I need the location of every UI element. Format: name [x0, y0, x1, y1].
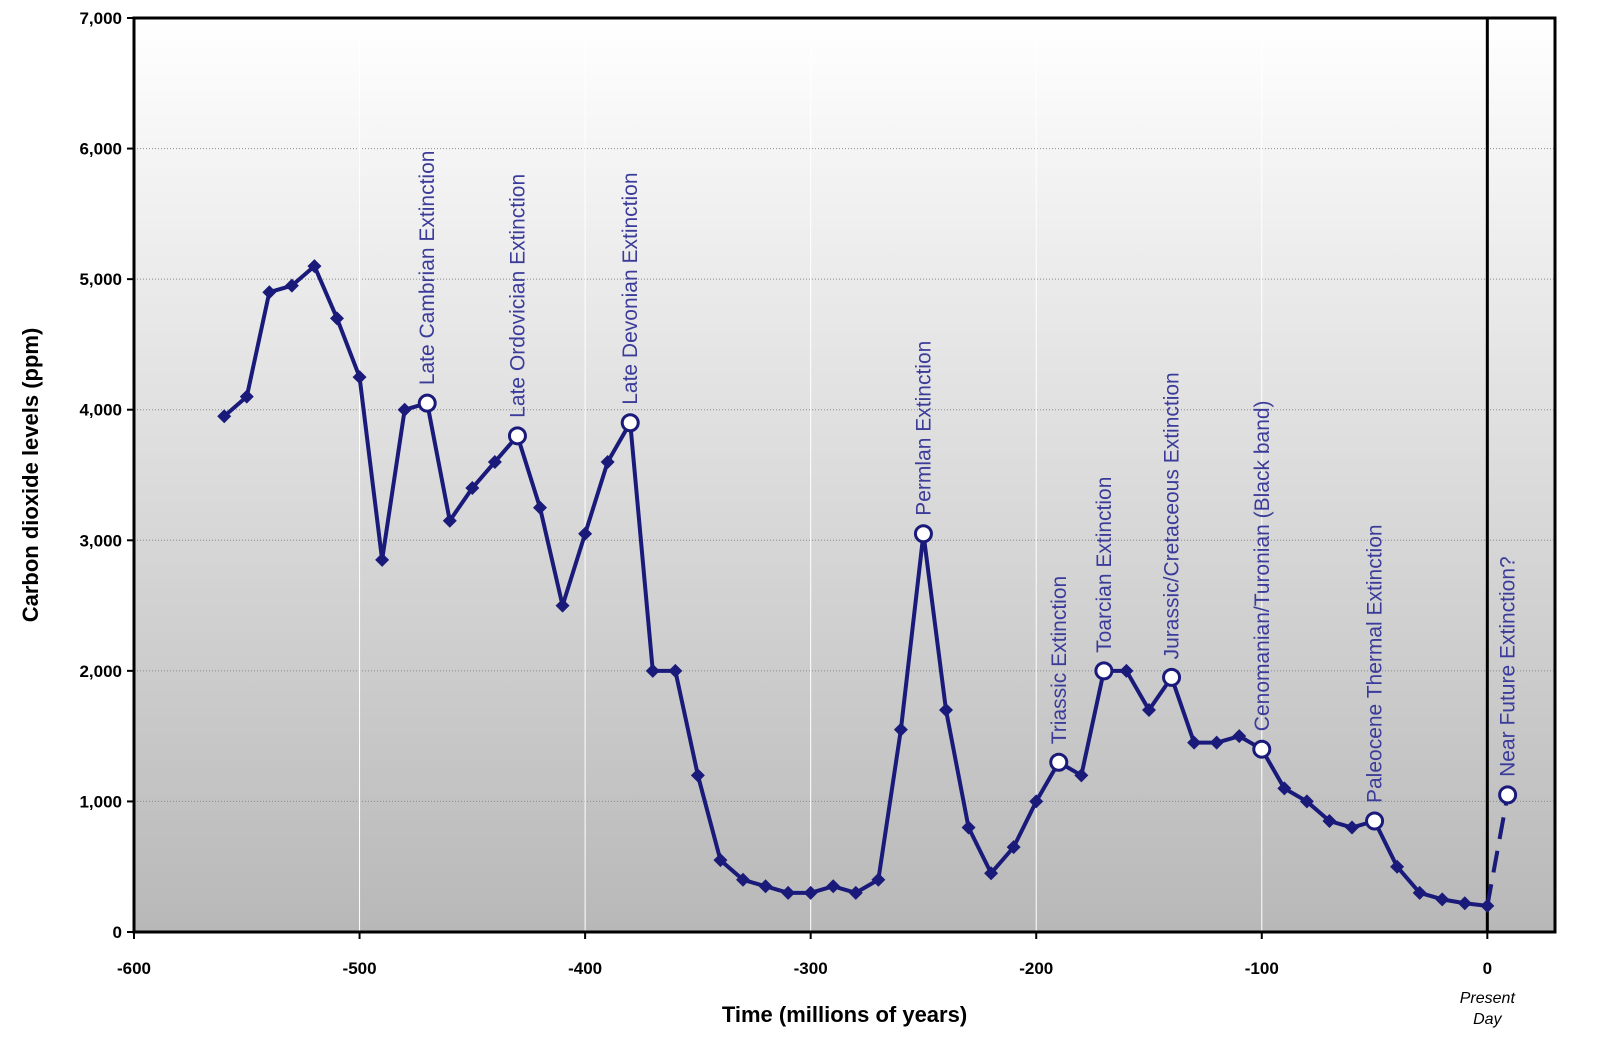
data-point: [826, 879, 841, 894]
event-marker: [507, 426, 527, 446]
event-label: Triassic Extinction: [1048, 576, 1071, 744]
y-tick-label: 7,000: [79, 9, 122, 28]
data-point: [239, 389, 254, 404]
data-point: [1277, 781, 1292, 796]
data-point: [1209, 735, 1224, 750]
y-axis-title: Carbon dioxide levels (ppm): [18, 328, 43, 623]
event-label: Jurassic/Cretaceous Extinction: [1161, 372, 1184, 659]
data-point: [487, 454, 502, 469]
data-point: [848, 885, 863, 900]
y-tick-label: 5,000: [79, 270, 122, 289]
data-point: [871, 872, 886, 887]
data-point: [1457, 896, 1472, 911]
data-point: [1322, 814, 1337, 829]
data-point: [781, 885, 796, 900]
data-point: [893, 722, 908, 737]
data-point: [1299, 794, 1314, 809]
y-tick-label: 4,000: [79, 401, 122, 420]
data-point: [1074, 768, 1089, 783]
axes: 0 1,000 2,000 3,000 4,000 5,000 6,000 7,000 -600…: [79, 9, 1557, 1028]
data-point: [1390, 859, 1405, 874]
y-tick-label: 3,000: [79, 531, 122, 550]
y-tick-label: 2,000: [79, 662, 122, 681]
event-marker: [1498, 785, 1518, 805]
x-tick-label: -600: [117, 959, 151, 978]
data-point: [555, 598, 570, 613]
co2-series: [217, 259, 1510, 913]
data-point: [1412, 885, 1427, 900]
data-point: [352, 370, 367, 385]
data-point: [307, 259, 322, 274]
y-tick-label: 6,000: [79, 140, 122, 159]
event-marker: [620, 413, 640, 433]
data-point: [668, 663, 683, 678]
data-point: [984, 866, 999, 881]
data-point: [1029, 794, 1044, 809]
data-point: [533, 500, 547, 515]
data-point: [1232, 729, 1247, 744]
data-point: [1345, 820, 1359, 835]
x-axis-title: Time (millions of years): [722, 1002, 967, 1027]
y-tick-label: 1,000: [79, 792, 122, 811]
data-point: [284, 278, 299, 293]
event-marker: [913, 524, 933, 544]
data-point: [465, 481, 480, 496]
x-tick-label: 0: [1483, 959, 1492, 978]
present-day-label: Day: [1473, 1011, 1502, 1028]
event-label: Toarcian Extinction: [1093, 477, 1116, 653]
data-point: [758, 879, 773, 894]
data-point: [1435, 892, 1450, 907]
event-label: Permlan Extinction: [912, 341, 935, 516]
data-point: [262, 285, 277, 300]
data-point: [330, 311, 344, 326]
plot-area: [134, 18, 1555, 932]
event-marker: [1162, 667, 1182, 687]
extinction-events: Late Cambrian Extinction Late Ordovician …: [416, 151, 1520, 831]
event-label: Late Cambrian Extinction: [416, 151, 439, 386]
data-point: [1006, 840, 1021, 855]
event-label: Paleocene Thermal Extinction: [1364, 524, 1387, 803]
event-marker: [1094, 661, 1114, 681]
data-point: [961, 820, 976, 835]
event-marker: [1252, 739, 1272, 759]
event-marker: [417, 393, 437, 413]
data-point: [713, 853, 728, 868]
x-tick-label: -100: [1245, 959, 1279, 978]
event-label: Late Devonian Extinction: [619, 172, 642, 404]
data-point: [645, 663, 660, 678]
data-point: [600, 454, 615, 469]
data-point: [803, 885, 818, 900]
projection-line: [1485, 794, 1510, 907]
plot-frame: [132, 16, 1557, 934]
data-point: [736, 872, 750, 887]
data-point: [578, 526, 593, 541]
x-tick-label: -300: [794, 959, 828, 978]
gridlines: [134, 18, 1555, 932]
data-point: [1187, 735, 1202, 750]
event-marker: [1365, 811, 1385, 831]
data-point: [1142, 703, 1156, 718]
event-label: Late Ordovician Extinction: [506, 174, 529, 418]
data-point: [939, 703, 953, 718]
data-point: [397, 402, 412, 417]
data-point: [1480, 898, 1495, 913]
x-tick-label: -400: [568, 959, 602, 978]
data-point: [1119, 663, 1134, 678]
x-tick-label: -500: [343, 959, 377, 978]
present-day-label: Present: [1460, 990, 1516, 1007]
event-marker: [1049, 752, 1069, 772]
event-label: Near Future Extinction?: [1497, 556, 1520, 777]
data-point: [442, 513, 457, 528]
data-point: [217, 409, 232, 424]
data-point: [690, 768, 705, 783]
y-tick-label: 0: [113, 923, 122, 942]
x-tick-label: -200: [1019, 959, 1053, 978]
data-point: [375, 552, 390, 567]
event-label: Cenomanian/Turonian (Black band): [1251, 400, 1274, 731]
